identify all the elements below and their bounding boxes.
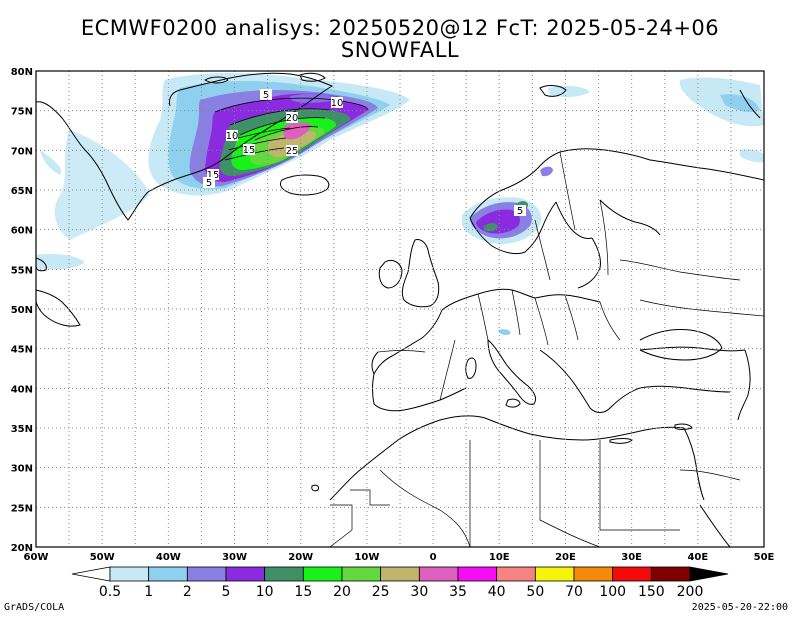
colorbar-over-triangle <box>689 566 729 582</box>
contour-label-bg <box>243 144 255 155</box>
colorbar-label: 30 <box>410 584 428 600</box>
map-grid <box>36 71 764 547</box>
snowfall-field-other <box>36 77 764 335</box>
contour-label: 10 <box>331 98 344 109</box>
contour-label-bg <box>207 169 219 180</box>
map-subtitle: SNOWFALL <box>340 38 460 62</box>
colorbar-swatch <box>573 566 614 582</box>
colorbar-label: 25 <box>372 584 390 600</box>
map-title: ECMWF0200 analisys: 20250520@12 FcT: 202… <box>80 16 720 40</box>
contour-label: 5 <box>206 178 212 189</box>
contour-label-bg <box>203 177 215 188</box>
lon-label: 40W <box>156 552 181 563</box>
lon-label: 20E <box>555 552 576 563</box>
lat-label: 20N <box>11 543 33 554</box>
colorbar-swatch <box>148 566 188 582</box>
colorbar-swatch <box>534 566 575 582</box>
colorbar-swatch <box>225 566 266 582</box>
lat-label: 35N <box>11 424 33 435</box>
contour-label: 5 <box>517 206 523 217</box>
contour-label-bg <box>226 130 238 141</box>
footer-software: GrADS/COLA <box>4 602 65 613</box>
coastlines <box>35 72 765 548</box>
colorbar-swatch <box>264 566 304 582</box>
lon-label: 20W <box>288 552 313 563</box>
map-frame <box>35 70 765 548</box>
lon-label: 30E <box>621 552 642 563</box>
colorbar: 0.5 1 2 5 10 15 20 25 30 35 40 50 70 100 150 200 <box>71 566 729 600</box>
colorbar-swatch <box>612 566 652 582</box>
colorbar-swatch <box>302 566 343 582</box>
contour-label: 25 <box>286 146 299 157</box>
coastline-great-britain <box>401 239 440 308</box>
contour-label-bg <box>286 112 298 123</box>
colorbar-label: 5 <box>222 584 231 600</box>
country-borders <box>329 151 765 548</box>
colorbar-label: 2 <box>183 584 192 600</box>
lon-label: 30W <box>222 552 247 563</box>
colorbar-label: 70 <box>565 584 583 600</box>
lat-label: 80N <box>11 67 33 78</box>
colorbar-swatch <box>341 566 382 582</box>
colorbar-label: 15 <box>294 584 312 600</box>
coastline-scandinavia <box>469 148 765 219</box>
lat-label: 65N <box>11 186 33 197</box>
colorbar-swatch <box>109 566 150 582</box>
coastline-ireland <box>378 259 403 289</box>
latitude-labels: 80N 75N 70N 65N 60N 55N 50N 45N 40N 35N 30N 25N 20N <box>11 67 33 554</box>
colorbar-label: 0.5 <box>99 584 121 600</box>
lat-label: 25N <box>11 503 33 514</box>
lat-label: 75N <box>11 107 33 118</box>
lat-label: 60N <box>11 226 33 237</box>
lat-label: 55N <box>11 265 33 276</box>
colorbar-label: 200 <box>677 584 704 600</box>
colorbar-label: 100 <box>599 584 626 600</box>
colorbar-swatch <box>457 566 498 582</box>
colorbar-swatch <box>380 566 420 582</box>
contour-label-bg <box>260 89 272 100</box>
lon-label: 40E <box>687 552 708 563</box>
contour-label: 5 <box>263 90 269 101</box>
colorbar-label: 150 <box>638 584 665 600</box>
colorbar-swatch <box>186 566 227 582</box>
contour-label-bg <box>331 97 343 108</box>
lon-label: 10E <box>489 552 510 563</box>
colorbar-label: 35 <box>449 584 467 600</box>
colorbar-swatch <box>496 566 536 582</box>
footer-timestamp: 2025-05-20-22:00 <box>691 602 788 613</box>
colorbar-swatch <box>418 566 459 582</box>
coastline-italy <box>487 338 537 405</box>
lon-label: 50E <box>754 552 775 563</box>
coastline-europe <box>441 288 601 311</box>
colorbar-label: 1 <box>144 584 153 600</box>
longitude-labels: 60W 50W 40W 30W 20W 10W 0 10E 20E 30E 40E 50E <box>24 552 775 563</box>
colorbar-label: 40 <box>488 584 506 600</box>
colorbar-under-triangle <box>71 566 111 582</box>
coastline-canada <box>35 289 81 327</box>
lon-label: 50W <box>90 552 115 563</box>
coastline-north-africa <box>329 415 685 501</box>
lat-label: 45N <box>11 345 33 356</box>
contour-label: 20 <box>286 113 299 124</box>
colorbar-swatch <box>650 566 691 582</box>
coastline-svalbard <box>539 85 567 97</box>
contour-label: 15 <box>207 170 220 181</box>
snowfall-contours <box>214 97 369 161</box>
lat-label: 70N <box>11 146 33 157</box>
lat-label: 30N <box>11 464 33 475</box>
lon-label: 60W <box>24 552 49 563</box>
contour-label-bg <box>514 205 526 216</box>
colorbar-label: 20 <box>333 584 351 600</box>
lon-label: 10W <box>354 552 379 563</box>
coastline-greenland <box>35 72 334 221</box>
contour-label: 10 <box>226 131 239 142</box>
colorbar-label: 10 <box>256 584 274 600</box>
lat-label: 50N <box>11 305 33 316</box>
colorbar-label: 50 <box>526 584 544 600</box>
lon-label: 0 <box>430 552 437 563</box>
coastline-black-sea <box>639 329 723 361</box>
lat-label: 40N <box>11 384 33 395</box>
